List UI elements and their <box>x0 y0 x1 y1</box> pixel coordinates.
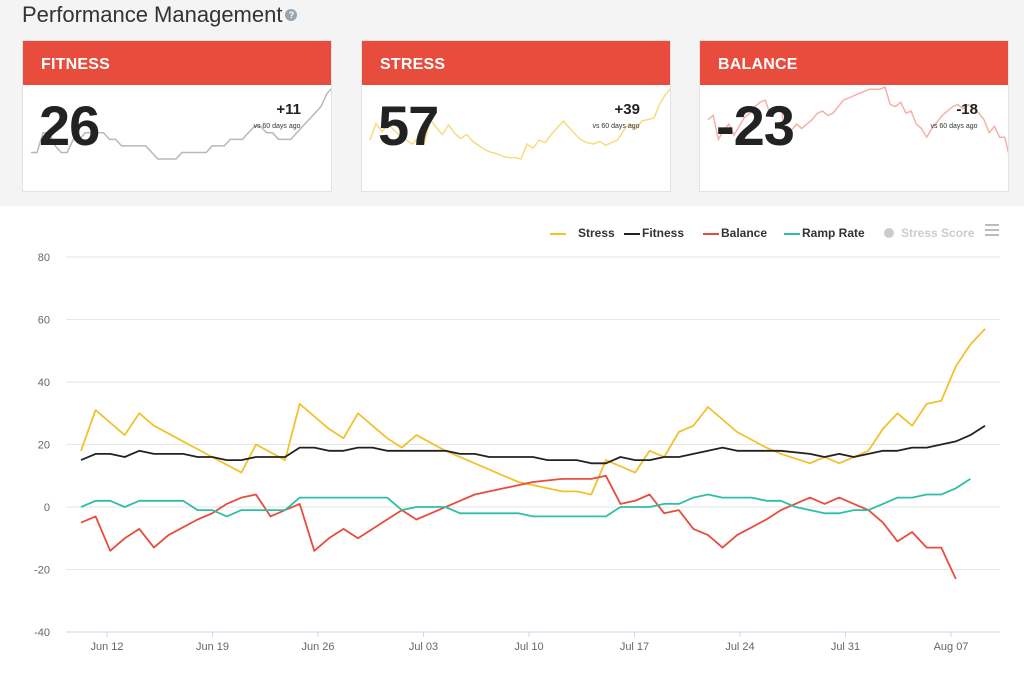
legend-swatch <box>703 233 719 235</box>
y-tick-label: -20 <box>34 565 50 577</box>
chart-menu-icon[interactable] <box>985 224 999 238</box>
x-tick-label: Jul 24 <box>725 641 754 653</box>
card-value: -23 <box>716 94 795 157</box>
y-tick-label: 80 <box>38 252 50 264</box>
card-delta: -18 <box>956 101 978 118</box>
legend-label: Stress Score <box>901 226 975 240</box>
card-fitness[interactable]: FITNESS 26 +11 vs 60 days ago <box>22 40 332 192</box>
x-tick-label: Jun 26 <box>301 641 334 653</box>
card-title: STRESS <box>362 41 670 85</box>
series-ramp-rate <box>80 478 971 518</box>
legend-swatch <box>884 228 894 238</box>
card-delta-caption: vs 60 days ago <box>930 123 978 130</box>
series-balance <box>80 474 957 580</box>
sparkline-series <box>707 85 1008 154</box>
series-fitness <box>80 424 986 465</box>
series-stress <box>80 328 986 496</box>
y-tick-label: 0 <box>44 502 50 514</box>
card-value: 57 <box>378 94 439 157</box>
x-tick-label: Jul 10 <box>514 641 543 653</box>
card-delta-caption: vs 60 days ago <box>253 123 301 130</box>
legend-label: Ramp Rate <box>802 226 865 240</box>
x-tick-label: Jun 12 <box>90 641 123 653</box>
chart-legend: Stress Fitness Balance Ramp Rate Stress … <box>540 226 980 242</box>
sparkline-series <box>31 88 331 160</box>
legend-label: Fitness <box>642 226 685 240</box>
y-tick-label: 20 <box>38 440 50 452</box>
y-tick-label: 60 <box>38 315 50 327</box>
y-tick-label: 40 <box>38 377 50 389</box>
card-sparkline <box>31 88 331 160</box>
card-stress[interactable]: STRESS 57 +39 vs 60 days ago <box>361 40 671 192</box>
page-title: Performance Management? <box>22 2 298 28</box>
help-icon[interactable]: ? <box>285 9 298 22</box>
legend-label: Balance <box>721 226 768 240</box>
card-delta: +39 <box>614 101 640 118</box>
x-tick-label: Jun 19 <box>196 641 229 653</box>
legend-label: Stress <box>578 226 615 240</box>
legend-swatch <box>550 233 566 235</box>
chart-panel <box>0 206 1024 677</box>
card-balance[interactable]: BALANCE -23 -18 vs 60 days ago <box>699 40 1009 192</box>
x-tick-label: Jul 31 <box>831 641 860 653</box>
y-tick-label: -40 <box>34 627 50 639</box>
legend-swatch <box>624 233 640 235</box>
x-tick-label: Jul 03 <box>409 641 438 653</box>
performance-chart: -40 -20 0 20 40 60 80 Jun 12 Jun 19 Jun 26 Jul 03 J… <box>34 252 1000 653</box>
card-value: 26 <box>39 94 100 157</box>
card-title: BALANCE <box>700 41 1008 85</box>
card-sparkline <box>707 85 1008 154</box>
x-tick-label: Jul 17 <box>620 641 649 653</box>
page-title-text: Performance Management <box>22 2 283 27</box>
card-title: FITNESS <box>23 41 331 85</box>
card-delta: +11 <box>276 101 301 118</box>
card-delta-caption: vs 60 days ago <box>592 123 640 130</box>
sparkline-series <box>369 88 670 160</box>
legend-swatch <box>784 233 800 235</box>
card-sparkline <box>369 88 670 160</box>
x-tick-label: Aug 07 <box>934 641 969 653</box>
